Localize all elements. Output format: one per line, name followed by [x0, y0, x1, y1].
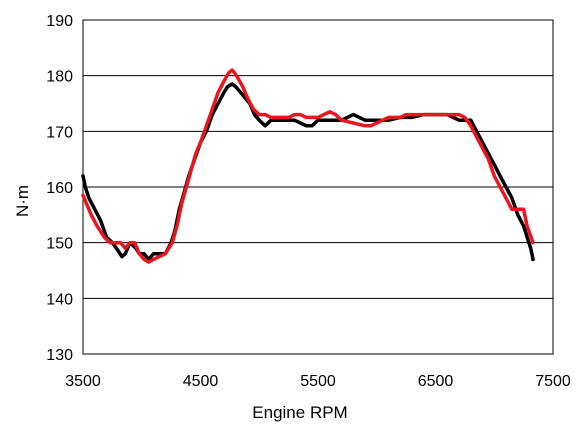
- x-tick-label: 4500: [183, 373, 219, 390]
- x-tick-labels: 3500 4500 5500 6500 7500: [65, 373, 571, 390]
- y-tick-label: 160: [46, 180, 73, 197]
- y-tick-label: 130: [46, 347, 73, 364]
- x-tick-label: 7500: [535, 373, 571, 390]
- y-tick-label: 180: [46, 69, 73, 86]
- y-tick-label: 190: [46, 13, 73, 30]
- x-tick-label: 5500: [300, 373, 336, 390]
- series-layer: [81, 68, 535, 264]
- x-tick-label: 3500: [65, 373, 101, 390]
- y-tick-label: 150: [46, 236, 73, 253]
- plot-border: [82, 19, 554, 355]
- x-tick-label: 6500: [418, 373, 454, 390]
- y-axis-title: N·m: [13, 185, 32, 217]
- series-line-red: [81, 68, 535, 264]
- x-axis-title: Engine RPM: [252, 403, 347, 422]
- y-tick-label: 170: [46, 124, 73, 141]
- y-tick-label: 140: [46, 291, 73, 308]
- y-tick-labels: 130 140 150 160 170 180 190: [46, 13, 73, 364]
